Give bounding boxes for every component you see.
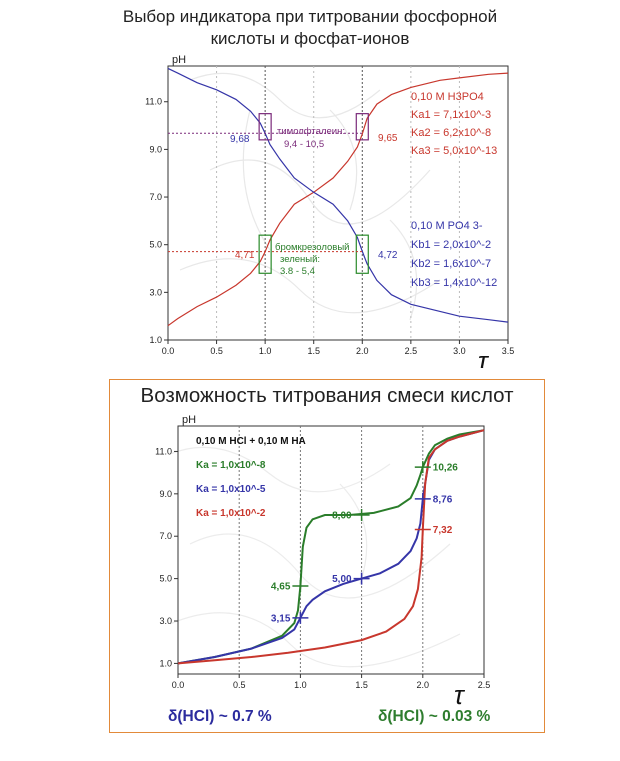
y-axis-label: pH <box>182 414 196 426</box>
point-label: 5,00 <box>332 574 352 585</box>
x-axis-label: τ <box>454 680 466 710</box>
point-label: 8,00 <box>332 511 352 522</box>
y-tick-label: 5.0 <box>159 574 172 584</box>
legend-title: 0,10 M HCl + 0,10 M HA <box>196 436 306 447</box>
titration-chart-mixture: 0.0 0.5 1.0 1.5 2.0 2.5 1.0 3.0 5.0 7.0 9.0 11.0 pH τ… <box>155 414 491 710</box>
bromo-box-right <box>355 234 369 274</box>
legend-red: Ka = 1,0x10^-2 <box>196 508 266 519</box>
svg-text:Ka3 = 5,0x10^-13: Ka3 = 5,0x10^-13 <box>411 145 497 157</box>
x-tick-label: 1.5 <box>355 680 368 690</box>
svg-text:Ka2 = 6,2x10^-8: Ka2 = 6,2x10^-8 <box>411 127 491 139</box>
watermark <box>169 446 461 668</box>
x-axis-label: τ <box>478 346 490 368</box>
plot-frame <box>167 65 509 341</box>
x-tick-label: 1.0 <box>294 680 307 690</box>
bottom-chart-title: Возможность титрования смеси кислот <box>140 384 514 407</box>
plot-frame <box>177 425 485 675</box>
y-tick-label: 9.0 <box>149 144 162 154</box>
svg-text:0,10 M PO4 3-: 0,10 M PO4 3- <box>411 220 483 232</box>
svg-text:Kb2 = 1,6x10^-7: Kb2 = 1,6x10^-7 <box>411 258 491 270</box>
x-tick-label: 0.5 <box>210 346 223 356</box>
svg-text:0,10 M H3PO4: 0,10 M H3PO4 <box>411 91 484 103</box>
legend-po4: 0,10 M PO4 3- Kb1 = 2,0x10^-2 Kb2 = 1,6x… <box>411 220 497 289</box>
series-line-red <box>167 72 509 327</box>
watermark <box>179 72 441 321</box>
svg-text:Kb3 = 1,4x10^-12: Kb3 = 1,4x10^-12 <box>411 277 497 289</box>
y-axis-label: pH <box>172 54 186 66</box>
thymol-label: тимолфталеин: <box>277 126 345 137</box>
bromo-box-left <box>258 234 272 274</box>
point-label: 7,32 <box>433 525 453 536</box>
mixture-titration-panel: Возможность титрования смеси кислот 0.0 0… <box>109 379 545 733</box>
y-tick-label: 3.0 <box>159 616 172 626</box>
svg-text:Kb1 = 2,0x10^-2: Kb1 = 2,0x10^-2 <box>411 239 491 251</box>
legend-green: Ka = 1,0x10^-8 <box>196 460 266 471</box>
y-tick-label: 11.0 <box>155 446 172 456</box>
note-left: δ(HCl) ~ 0.7 % <box>168 708 272 725</box>
bromo-label2: зеленый: <box>280 254 320 265</box>
titration-chart-phosphoric: 0.0 0.5 1.0 1.5 2.0 2.5 3.0 3.5 1.0 3.0 5.0 7.0 9.0 1… <box>145 54 515 368</box>
thymol-box-right <box>355 113 369 141</box>
thymol-range: 9,4 - 10,5 <box>284 139 324 150</box>
thymol-box-left <box>258 113 272 141</box>
y-tick-label: 9.0 <box>159 489 172 499</box>
x-tick-label: 0.0 <box>172 680 185 690</box>
x-tick-label: 2.0 <box>417 680 430 690</box>
y-tick-label: 7.0 <box>149 192 162 202</box>
x-tick-label: 3.5 <box>502 346 515 356</box>
top-chart-title: Выбор индикатора при титровании фосфорно… <box>0 6 620 50</box>
x-tick-label: 3.0 <box>453 346 466 356</box>
y-tick-label: 5.0 <box>149 240 162 250</box>
x-tick-label: 2.5 <box>478 680 491 690</box>
bromo-label: бромкрезоловый <box>275 242 350 253</box>
label-471: 4,71 <box>235 250 255 261</box>
svg-text:Ka1 = 7,1x10^-3: Ka1 = 7,1x10^-3 <box>411 109 491 121</box>
x-tick-label: 2.0 <box>356 346 369 356</box>
label-472: 4,72 <box>378 250 398 261</box>
bromo-range: 3.8 - 5,4 <box>280 266 315 277</box>
y-tick-label: 7.0 <box>159 531 172 541</box>
x-tick-label: 0.5 <box>233 680 246 690</box>
x-tick-label: 2.5 <box>405 346 418 356</box>
legend-h3po4: 0,10 M H3PO4 Ka1 = 7,1x10^-3 Ka2 = 6,2x1… <box>411 91 497 157</box>
y-tick-label: 11.0 <box>145 97 162 107</box>
legend-mixture: 0,10 M HCl + 0,10 M HA Ka = 1,0x10^-8 Ka… <box>196 436 306 519</box>
series-line-red <box>177 429 485 665</box>
top-title-line1: Выбор индикатора при титровании фосфорно… <box>122 7 498 26</box>
series-line-green <box>177 429 485 665</box>
series-line-blue <box>167 67 509 323</box>
note-right: δ(HCl) ~ 0.03 % <box>378 708 491 725</box>
point-label: 4,65 <box>271 582 291 593</box>
y-tick-label: 1.0 <box>159 658 172 668</box>
point-label: 3,15 <box>271 613 291 624</box>
y-tick-label: 3.0 <box>149 287 162 297</box>
x-tick-label: 1.5 <box>307 346 320 356</box>
label-968: 9,68 <box>230 134 250 145</box>
legend-blue: Ka = 1,0x10^-5 <box>196 484 266 495</box>
y-tick-label: 1.0 <box>149 335 162 345</box>
point-label: 8,76 <box>433 494 453 505</box>
x-tick-label: 1.0 <box>259 346 272 356</box>
point-label: 10,26 <box>433 463 458 474</box>
label-965: 9,65 <box>378 133 398 144</box>
x-tick-label: 0.0 <box>162 346 175 356</box>
top-title-line2: кислоты и фосфат-ионов <box>210 29 410 48</box>
